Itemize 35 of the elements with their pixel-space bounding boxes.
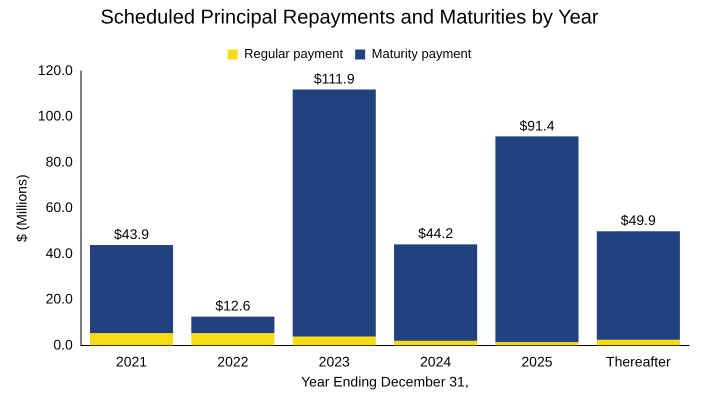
y-tick-label: 120.0: [38, 62, 74, 78]
bar: [292, 90, 376, 336]
y-tick-label: 40.0: [46, 244, 74, 261]
bar: [191, 316, 274, 334]
bar: [495, 342, 579, 346]
total-label: $43.9: [114, 226, 150, 242]
x-tick-label: 2021: [116, 354, 148, 370]
total-label: $111.9: [314, 70, 355, 86]
x-tick-label: 2025: [521, 354, 553, 370]
chart-title: Scheduled Principal Repayments and Maturities by Year: [100, 6, 599, 29]
y-tick-label: 60.0: [46, 199, 74, 216]
bar: [292, 336, 376, 346]
total-label: $44.2: [418, 225, 454, 242]
x-tick-label: 2022: [217, 354, 249, 370]
y-axis-title: $ (Millions): [13, 174, 30, 242]
x-axis-title: Year Ending December 31,: [301, 373, 469, 390]
bar: [90, 245, 174, 334]
y-tick-label: 100.0: [38, 108, 74, 124]
bar: [90, 333, 174, 346]
bar: [596, 231, 680, 340]
y-tick-label: 20.0: [46, 290, 74, 307]
y-tick-label: 80.0: [46, 153, 74, 170]
bar: [394, 244, 478, 341]
y-tick-label: 0.0: [53, 336, 74, 352]
bar: [191, 333, 274, 346]
bar: [596, 340, 680, 346]
x-tick-label: Thereafter: [606, 354, 671, 370]
x-tick-label: 2023: [318, 354, 350, 370]
total-label: $91.4: [519, 117, 555, 134]
x-tick-label: 2024: [420, 354, 452, 370]
legend-label: Regular payment: [244, 46, 344, 62]
bar: [495, 136, 579, 342]
total-label: $49.9: [620, 212, 656, 228]
total-label: $12.6: [215, 297, 251, 314]
legend-label: Maturity payment: [372, 46, 472, 62]
